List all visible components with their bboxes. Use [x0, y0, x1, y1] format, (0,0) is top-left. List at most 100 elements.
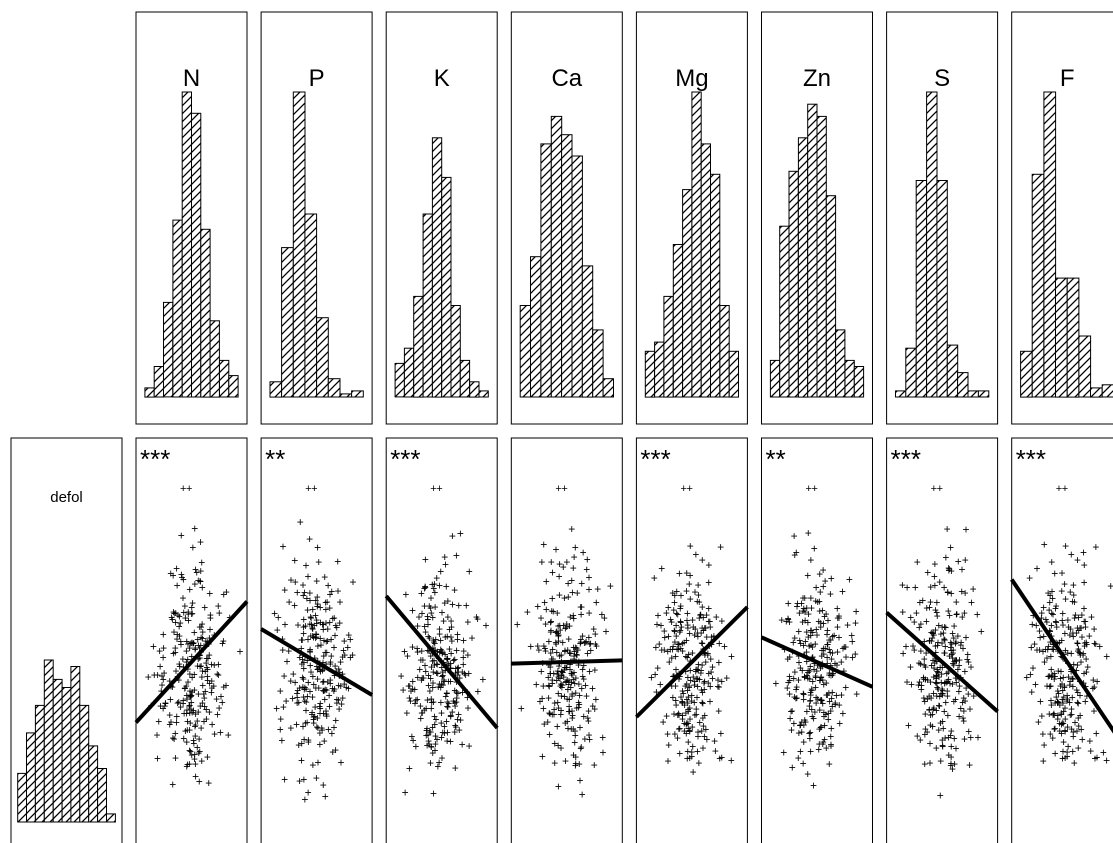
data-point: +: [657, 677, 664, 691]
data-point: +: [223, 585, 230, 599]
data-point: +: [456, 671, 463, 685]
data-point: +: [564, 722, 571, 736]
data-point: +: [702, 722, 709, 736]
data-point: +: [177, 634, 184, 648]
data-point: +: [319, 664, 326, 678]
data-point: +: [339, 667, 346, 681]
data-point: +: [444, 594, 451, 608]
data-point: +: [668, 679, 675, 693]
data-point: +: [922, 672, 929, 686]
data-point: +: [1107, 579, 1113, 593]
data-point: +: [576, 774, 583, 788]
data-point: +: [1092, 540, 1099, 554]
data-point: +: [1075, 642, 1082, 656]
data-point: +: [591, 758, 598, 772]
data-point: +: [170, 605, 177, 619]
data-point: +: [555, 619, 562, 633]
data-point: +: [702, 621, 709, 635]
data-point: +: [409, 603, 416, 617]
data-point: +: [313, 613, 320, 627]
data-point: +: [190, 636, 197, 650]
significance-stars: ***: [891, 444, 921, 474]
data-point: +: [560, 618, 567, 632]
data-point: +: [445, 657, 452, 671]
data-point: +: [927, 718, 934, 732]
data-point: +: [914, 555, 921, 569]
data-point: +: [686, 627, 693, 641]
data-point: +: [586, 733, 593, 747]
data-point: +: [558, 681, 565, 695]
data-point: +: [436, 579, 443, 593]
histogram-panel: S: [886, 11, 999, 425]
data-point: +: [692, 547, 699, 561]
data-point: +: [172, 751, 179, 765]
data-point: +: [835, 609, 842, 623]
data-point: +: [926, 600, 933, 614]
data-point: +: [547, 667, 554, 681]
data-point: +: [956, 658, 963, 672]
data-point: +: [220, 634, 227, 648]
data-point: +: [430, 633, 437, 647]
data-point: +: [568, 722, 575, 736]
data-point: +: [176, 619, 183, 633]
data-point: +: [701, 683, 708, 697]
data-point: +: [846, 572, 853, 586]
data-point: +: [190, 704, 197, 718]
data-point: +: [1068, 722, 1075, 736]
data-point: +: [946, 609, 953, 623]
data-point: +: [819, 673, 826, 687]
data-point: +: [1053, 690, 1060, 704]
data-point: +: [1030, 609, 1037, 623]
data-point: +: [271, 607, 278, 621]
data-point: +: [533, 677, 540, 691]
data-point: +: [1049, 731, 1056, 745]
data-point: +: [540, 538, 547, 552]
data-point: +: [176, 659, 183, 673]
data-point: +: [460, 658, 467, 672]
data-point: +: [1037, 631, 1044, 645]
data-point: +: [316, 738, 323, 752]
data-point: +: [786, 650, 793, 664]
data-point: +: [689, 720, 696, 734]
data-point: +: [333, 696, 340, 710]
data-point: +: [431, 718, 438, 732]
data-point: +: [454, 662, 461, 676]
data-point: +: [313, 720, 320, 734]
data-point: +: [1059, 752, 1066, 766]
data-point: +: [337, 756, 344, 770]
data-point: +: [447, 709, 454, 723]
data-point: +: [406, 761, 413, 775]
histogram-panel: N: [135, 11, 248, 425]
data-point: +: [569, 708, 576, 722]
data-point: +: [688, 745, 695, 759]
data-point: +: [197, 699, 204, 713]
data-point: +: [663, 606, 670, 620]
data-point: +: [339, 650, 346, 664]
data-point: +: [333, 664, 340, 678]
data-point: +: [441, 596, 448, 610]
data-point: +: [1064, 646, 1071, 660]
data-point: +: [206, 677, 213, 691]
data-point: +: [414, 645, 421, 659]
data-point: +: [424, 728, 431, 742]
data-point: +: [1079, 733, 1086, 747]
data-point: +: [683, 634, 690, 648]
data-point: +: [937, 754, 944, 768]
data-point: +: [291, 599, 298, 613]
data-point: +: [570, 608, 577, 622]
data-point: +: [685, 735, 692, 749]
data-point: +: [933, 741, 940, 755]
data-point: +: [688, 750, 695, 764]
data-point: +: [807, 623, 814, 637]
data-point: +: [808, 683, 815, 697]
data-point: +: [585, 630, 592, 644]
data-point: +: [538, 555, 545, 569]
data-point: +: [566, 692, 573, 706]
data-point: +: [447, 661, 454, 675]
data-point: +: [313, 630, 320, 644]
data-point: +: [677, 616, 684, 630]
data-point: +: [797, 718, 804, 732]
data-point: +: [569, 689, 576, 703]
data-point: +: [924, 692, 931, 706]
data-point: +: [687, 539, 694, 553]
